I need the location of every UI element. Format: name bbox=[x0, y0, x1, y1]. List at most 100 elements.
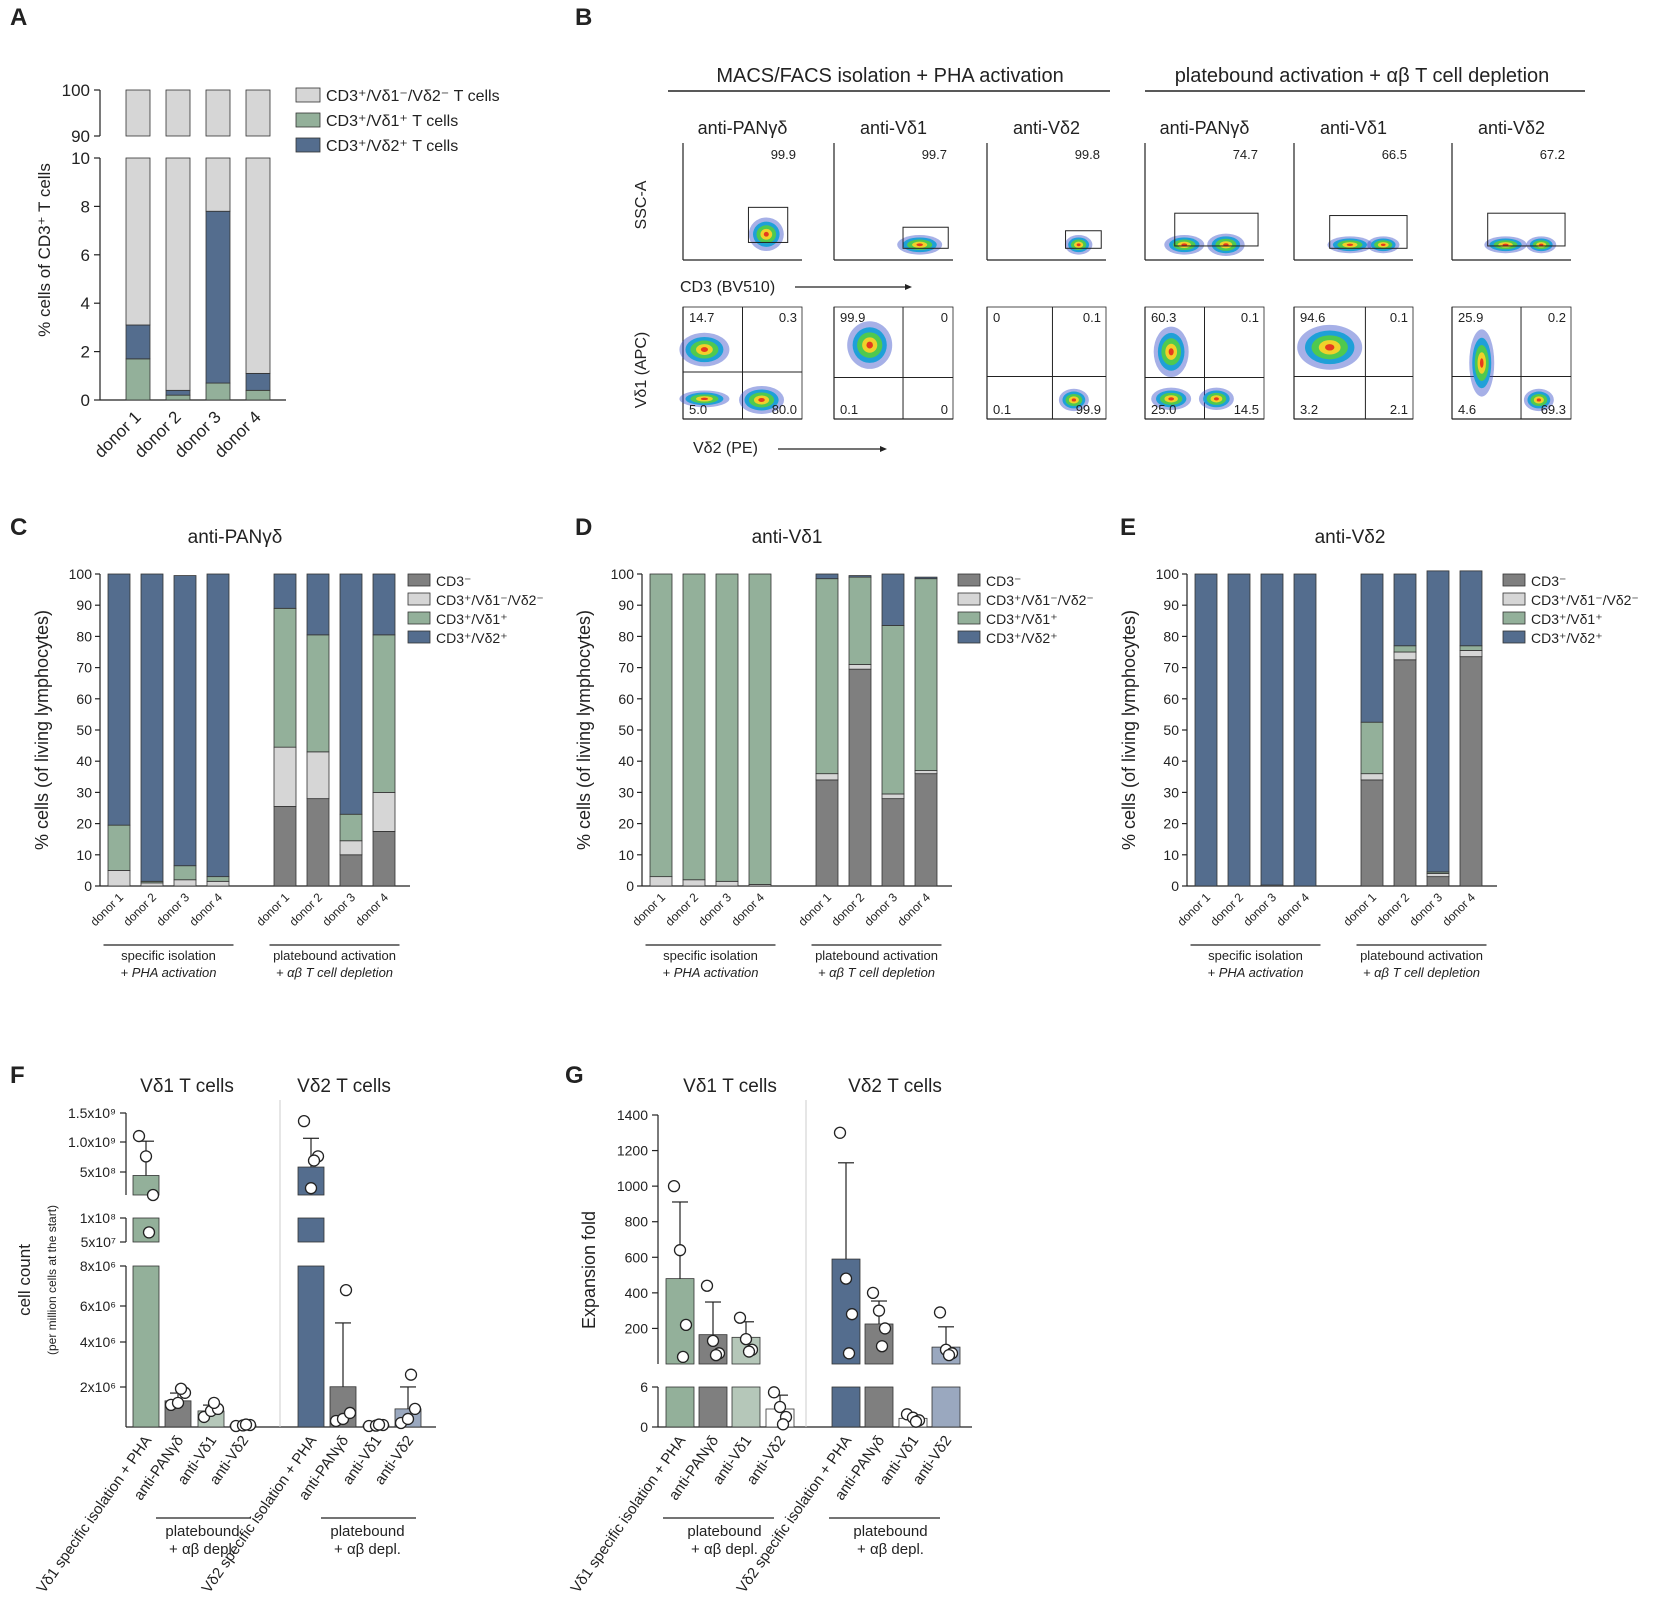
legend-swatch bbox=[957, 573, 981, 587]
bar-segment bbox=[372, 634, 396, 793]
bar-segment bbox=[848, 576, 872, 665]
population-density bbox=[1502, 243, 1509, 246]
flow-plot-quadrant: 14.7 0.3 5.0 80.0 bbox=[679, 306, 803, 420]
y-tick-label: 20 bbox=[1163, 816, 1179, 832]
quadrant-value: 3.2 bbox=[1300, 402, 1318, 417]
data-point bbox=[909, 1415, 923, 1428]
y-tick-label: 1400 bbox=[617, 1107, 648, 1123]
gate-box bbox=[747, 206, 789, 243]
y-tick-label: 90 bbox=[76, 597, 92, 613]
quadrant-value: 99.9 bbox=[840, 310, 865, 325]
y-tick-label: 1000 bbox=[617, 1178, 648, 1194]
quadrant-value: 14.7 bbox=[689, 310, 714, 325]
group-label: platebound activation bbox=[1360, 948, 1483, 963]
y-tick-label: 50 bbox=[76, 722, 92, 738]
population-density bbox=[1168, 397, 1175, 401]
quadrant-value: 69.3 bbox=[1541, 402, 1566, 417]
data-point bbox=[709, 1348, 723, 1362]
legend-swatch bbox=[1502, 573, 1526, 587]
quadrant-value: 25.9 bbox=[1458, 310, 1483, 325]
quadrant-frame bbox=[1293, 306, 1414, 420]
gate-value: 74.7 bbox=[1233, 147, 1258, 162]
bar-segment bbox=[173, 879, 197, 887]
panel-title: anti-Vδ2 bbox=[1013, 118, 1080, 138]
data-point bbox=[307, 1154, 321, 1167]
bar-segment bbox=[107, 870, 131, 887]
y-tick-label: 90 bbox=[618, 597, 634, 613]
y-axis-label: % cells of CD3⁺ T cells bbox=[35, 163, 54, 337]
population-density bbox=[1380, 243, 1386, 246]
data-point bbox=[146, 1188, 160, 1202]
y-tick-label: 30 bbox=[76, 784, 92, 800]
data-point bbox=[142, 1226, 156, 1239]
bar-segment bbox=[339, 813, 363, 842]
x-tick-label: donor 3 bbox=[153, 890, 192, 929]
x-tick-label: donor 3 bbox=[319, 890, 358, 929]
data-point bbox=[842, 1347, 856, 1360]
data-point bbox=[297, 1114, 311, 1128]
bar bbox=[297, 1265, 325, 1428]
flow-plot-quadrant: 99.9 0 0.1 0 bbox=[833, 306, 954, 420]
bar-segment bbox=[815, 573, 839, 580]
y-tick-label: 20 bbox=[618, 816, 634, 832]
legend-swatch bbox=[407, 611, 431, 625]
population-density bbox=[700, 397, 709, 401]
bar-segment bbox=[682, 573, 706, 881]
bar-segment bbox=[748, 573, 772, 885]
quadrant-value: 0 bbox=[941, 402, 948, 417]
bar-segment bbox=[914, 576, 938, 580]
bar-segment bbox=[1393, 651, 1417, 661]
data-point bbox=[742, 1345, 756, 1358]
y-tick-label: 0 bbox=[640, 1419, 648, 1435]
y-tick-label: 8x10⁶ bbox=[80, 1258, 116, 1274]
data-point bbox=[733, 1311, 747, 1324]
quadrant-value: 0.1 bbox=[1241, 310, 1259, 325]
bracket-label: platebound bbox=[853, 1523, 927, 1540]
bar bbox=[698, 1386, 728, 1428]
bar-segment bbox=[1360, 573, 1384, 723]
flow-plot-cd3: 99.7 bbox=[833, 143, 953, 261]
arrow-head bbox=[880, 446, 887, 452]
gate-box bbox=[1487, 212, 1566, 247]
panel-e: anti-Vδ2 0 10 20 30 40 50 60 70 80 90 100 % cells (o… bbox=[1119, 527, 1639, 980]
bar-segment bbox=[306, 798, 330, 887]
quadrant-value: 25.0 bbox=[1151, 402, 1176, 417]
flow-plot-quadrant: 25.9 0.2 4.6 69.3 bbox=[1451, 306, 1572, 420]
x-tick-label: donor 4 bbox=[352, 890, 391, 929]
x-tick-label: donor 1 bbox=[1174, 890, 1213, 929]
y-axis-label: Expansion fold bbox=[579, 1211, 599, 1329]
legend-label: CD3⁺/Vδ2⁺ bbox=[436, 630, 508, 646]
bar-segment bbox=[881, 573, 905, 626]
flow-plot-quadrant: 0 0.1 0.1 99.9 bbox=[986, 306, 1107, 420]
data-point bbox=[673, 1244, 687, 1257]
bar-segment bbox=[165, 157, 191, 391]
chart-title: anti-PANγδ bbox=[188, 527, 283, 548]
bar-segment bbox=[165, 89, 191, 137]
legend-swatch bbox=[407, 630, 431, 644]
flow-plot-quadrant: 60.3 0.1 25.0 14.5 bbox=[1144, 306, 1265, 420]
x-tick-label: donor 1 bbox=[795, 890, 834, 929]
data-point bbox=[304, 1182, 318, 1195]
flow-plot-cd3: 74.7 bbox=[1144, 143, 1264, 261]
bar-segment bbox=[125, 324, 151, 360]
bar-segment bbox=[1360, 721, 1384, 775]
x-tick-label: donor 3 bbox=[1240, 890, 1279, 929]
group-label: platebound activation bbox=[273, 948, 396, 963]
bar bbox=[831, 1386, 861, 1428]
gate-box bbox=[1174, 212, 1259, 247]
group-label: + αβ T cell depletion bbox=[1363, 965, 1480, 980]
data-point bbox=[866, 1286, 880, 1300]
bar-segment bbox=[273, 607, 297, 748]
bar-segment bbox=[245, 89, 271, 137]
bar-segment bbox=[1393, 645, 1417, 653]
legend-label: CD3⁺/Vδ2⁺ T cells bbox=[326, 138, 458, 155]
bar-segment bbox=[848, 668, 872, 887]
x-tick-label: donor 3 bbox=[695, 890, 734, 929]
legend-swatch bbox=[957, 630, 981, 644]
y-tick-label: 2x10⁶ bbox=[80, 1379, 116, 1395]
legend-label: CD3⁺/Vδ1⁻/Vδ2⁻ bbox=[986, 592, 1094, 608]
y-tick-label: 600 bbox=[625, 1249, 649, 1265]
bar-segment bbox=[125, 89, 151, 137]
population-density bbox=[1536, 398, 1542, 402]
chart-title: anti-Vδ2 bbox=[1315, 527, 1386, 548]
